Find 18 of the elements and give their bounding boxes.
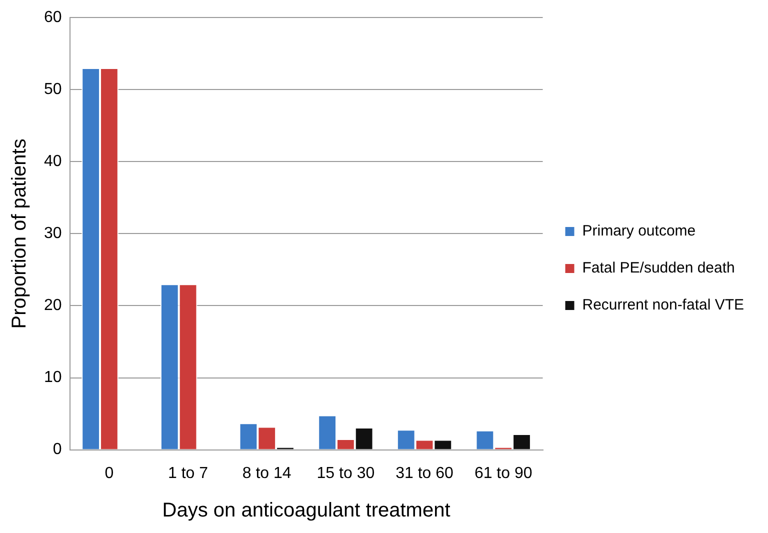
y-axis-title: Proportion of patients [8, 138, 31, 329]
y-tick-label: 40 [44, 153, 62, 170]
legend-label: Fatal PE/sudden death [582, 260, 735, 277]
y-tick-label: 60 [44, 9, 62, 26]
x-tick-label: 15 to 30 [316, 464, 375, 482]
y-tick-label: 50 [44, 81, 62, 98]
x-tick-label: 31 to 60 [396, 464, 454, 482]
y-tick-label: 30 [44, 225, 62, 242]
legend-label: Recurrent non-fatal VTE [582, 296, 744, 314]
y-tick-label: 10 [44, 369, 62, 386]
x-tick-label: 8 to 14 [242, 464, 292, 482]
x-tick-label: 61 to 90 [474, 464, 532, 482]
y-tick-label: 0 [52, 441, 62, 458]
x-axis-title: Days on anticoagulant treatment [162, 500, 451, 522]
legend-label: Primary outcome [582, 222, 696, 240]
x-tick-label: 0 [104, 464, 114, 482]
y-tick-label: 20 [44, 297, 62, 314]
x-tick-label: 1 to 7 [168, 464, 208, 482]
